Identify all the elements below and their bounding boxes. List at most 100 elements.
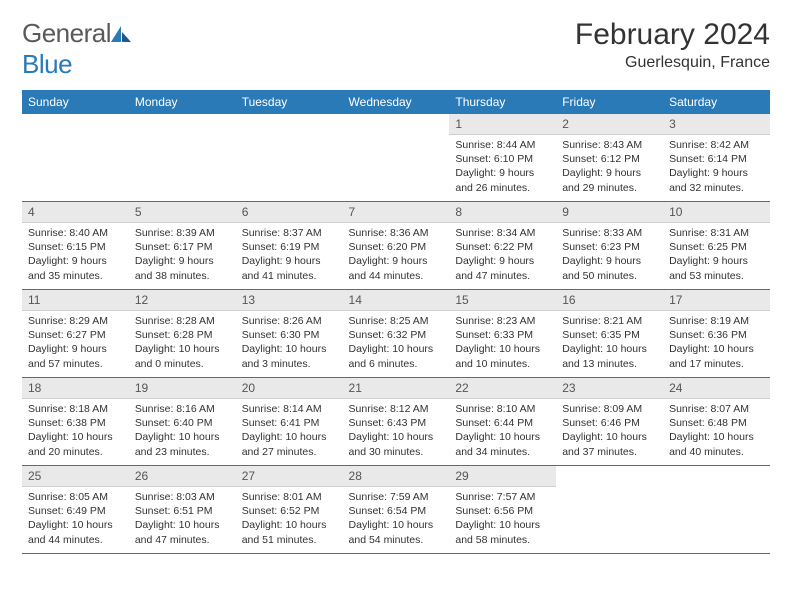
- header: General Blue February 2024 Guerlesquin, …: [22, 18, 770, 80]
- day-body: Sunrise: 8:09 AMSunset: 6:46 PMDaylight:…: [556, 399, 663, 462]
- day-body: Sunrise: 8:01 AMSunset: 6:52 PMDaylight:…: [236, 487, 343, 550]
- day-number: 23: [556, 378, 663, 399]
- day-number: 25: [22, 466, 129, 487]
- day-cell: 4Sunrise: 8:40 AMSunset: 6:15 PMDaylight…: [22, 202, 129, 290]
- calendar-body: 1Sunrise: 8:44 AMSunset: 6:10 PMDaylight…: [22, 114, 770, 554]
- weekday-header: Sunday: [22, 91, 129, 114]
- logo: General Blue: [22, 18, 131, 80]
- weekday-header: Tuesday: [236, 91, 343, 114]
- day-body: Sunrise: 8:26 AMSunset: 6:30 PMDaylight:…: [236, 311, 343, 374]
- day-cell: 10Sunrise: 8:31 AMSunset: 6:25 PMDayligh…: [663, 202, 770, 290]
- day-body: Sunrise: 8:21 AMSunset: 6:35 PMDaylight:…: [556, 311, 663, 374]
- day-body: Sunrise: 7:59 AMSunset: 6:54 PMDaylight:…: [343, 487, 450, 550]
- calendar-row: 25Sunrise: 8:05 AMSunset: 6:49 PMDayligh…: [22, 466, 770, 554]
- day-number: 24: [663, 378, 770, 399]
- day-body: Sunrise: 8:39 AMSunset: 6:17 PMDaylight:…: [129, 223, 236, 286]
- day-body: Sunrise: 8:37 AMSunset: 6:19 PMDaylight:…: [236, 223, 343, 286]
- weekday-header: Wednesday: [343, 91, 450, 114]
- day-cell: 7Sunrise: 8:36 AMSunset: 6:20 PMDaylight…: [343, 202, 450, 290]
- empty-cell: [22, 114, 129, 202]
- day-body: Sunrise: 8:25 AMSunset: 6:32 PMDaylight:…: [343, 311, 450, 374]
- day-number: 26: [129, 466, 236, 487]
- logo-word1: General: [22, 18, 111, 48]
- day-body: Sunrise: 7:57 AMSunset: 6:56 PMDaylight:…: [449, 487, 556, 550]
- day-number: 8: [449, 202, 556, 223]
- day-cell: 11Sunrise: 8:29 AMSunset: 6:27 PMDayligh…: [22, 290, 129, 378]
- day-body: Sunrise: 8:03 AMSunset: 6:51 PMDaylight:…: [129, 487, 236, 550]
- calendar-table: SundayMondayTuesdayWednesdayThursdayFrid…: [22, 90, 770, 554]
- day-cell: 14Sunrise: 8:25 AMSunset: 6:32 PMDayligh…: [343, 290, 450, 378]
- empty-cell: [236, 114, 343, 202]
- day-number: 4: [22, 202, 129, 223]
- calendar-row: 18Sunrise: 8:18 AMSunset: 6:38 PMDayligh…: [22, 378, 770, 466]
- day-cell: 13Sunrise: 8:26 AMSunset: 6:30 PMDayligh…: [236, 290, 343, 378]
- day-body: Sunrise: 8:05 AMSunset: 6:49 PMDaylight:…: [22, 487, 129, 550]
- day-cell: 16Sunrise: 8:21 AMSunset: 6:35 PMDayligh…: [556, 290, 663, 378]
- day-body: Sunrise: 8:18 AMSunset: 6:38 PMDaylight:…: [22, 399, 129, 462]
- day-cell: 24Sunrise: 8:07 AMSunset: 6:48 PMDayligh…: [663, 378, 770, 466]
- day-number: 5: [129, 202, 236, 223]
- day-cell: 12Sunrise: 8:28 AMSunset: 6:28 PMDayligh…: [129, 290, 236, 378]
- day-body: Sunrise: 8:28 AMSunset: 6:28 PMDaylight:…: [129, 311, 236, 374]
- day-cell: 28Sunrise: 7:59 AMSunset: 6:54 PMDayligh…: [343, 466, 450, 554]
- day-body: Sunrise: 8:29 AMSunset: 6:27 PMDaylight:…: [22, 311, 129, 374]
- weekday-header: Thursday: [449, 91, 556, 114]
- empty-cell: [129, 114, 236, 202]
- day-number: 29: [449, 466, 556, 487]
- day-cell: 6Sunrise: 8:37 AMSunset: 6:19 PMDaylight…: [236, 202, 343, 290]
- day-cell: 5Sunrise: 8:39 AMSunset: 6:17 PMDaylight…: [129, 202, 236, 290]
- day-body: Sunrise: 8:40 AMSunset: 6:15 PMDaylight:…: [22, 223, 129, 286]
- day-body: Sunrise: 8:07 AMSunset: 6:48 PMDaylight:…: [663, 399, 770, 462]
- day-body: Sunrise: 8:10 AMSunset: 6:44 PMDaylight:…: [449, 399, 556, 462]
- day-number: 18: [22, 378, 129, 399]
- day-number: 3: [663, 114, 770, 135]
- day-cell: 3Sunrise: 8:42 AMSunset: 6:14 PMDaylight…: [663, 114, 770, 202]
- day-body: Sunrise: 8:16 AMSunset: 6:40 PMDaylight:…: [129, 399, 236, 462]
- day-cell: 26Sunrise: 8:03 AMSunset: 6:51 PMDayligh…: [129, 466, 236, 554]
- day-body: Sunrise: 8:31 AMSunset: 6:25 PMDaylight:…: [663, 223, 770, 286]
- calendar-row: 4Sunrise: 8:40 AMSunset: 6:15 PMDaylight…: [22, 202, 770, 290]
- day-number: 16: [556, 290, 663, 311]
- day-number: 13: [236, 290, 343, 311]
- day-cell: 18Sunrise: 8:18 AMSunset: 6:38 PMDayligh…: [22, 378, 129, 466]
- day-cell: 23Sunrise: 8:09 AMSunset: 6:46 PMDayligh…: [556, 378, 663, 466]
- empty-cell: [663, 466, 770, 554]
- day-number: 2: [556, 114, 663, 135]
- day-body: Sunrise: 8:14 AMSunset: 6:41 PMDaylight:…: [236, 399, 343, 462]
- sail-icon: [111, 26, 131, 42]
- day-number: 10: [663, 202, 770, 223]
- weekday-header: Saturday: [663, 91, 770, 114]
- day-body: Sunrise: 8:23 AMSunset: 6:33 PMDaylight:…: [449, 311, 556, 374]
- day-cell: 15Sunrise: 8:23 AMSunset: 6:33 PMDayligh…: [449, 290, 556, 378]
- location: Guerlesquin, France: [575, 54, 770, 72]
- empty-cell: [343, 114, 450, 202]
- day-body: Sunrise: 8:36 AMSunset: 6:20 PMDaylight:…: [343, 223, 450, 286]
- day-cell: 25Sunrise: 8:05 AMSunset: 6:49 PMDayligh…: [22, 466, 129, 554]
- day-number: 7: [343, 202, 450, 223]
- day-body: Sunrise: 8:19 AMSunset: 6:36 PMDaylight:…: [663, 311, 770, 374]
- calendar-head: SundayMondayTuesdayWednesdayThursdayFrid…: [22, 91, 770, 114]
- day-number: 6: [236, 202, 343, 223]
- month-title: February 2024: [575, 18, 770, 52]
- day-cell: 9Sunrise: 8:33 AMSunset: 6:23 PMDaylight…: [556, 202, 663, 290]
- day-number: 1: [449, 114, 556, 135]
- calendar-row: 11Sunrise: 8:29 AMSunset: 6:27 PMDayligh…: [22, 290, 770, 378]
- day-number: 22: [449, 378, 556, 399]
- weekday-header: Monday: [129, 91, 236, 114]
- day-cell: 8Sunrise: 8:34 AMSunset: 6:22 PMDaylight…: [449, 202, 556, 290]
- day-body: Sunrise: 8:12 AMSunset: 6:43 PMDaylight:…: [343, 399, 450, 462]
- day-body: Sunrise: 8:43 AMSunset: 6:12 PMDaylight:…: [556, 135, 663, 198]
- day-number: 14: [343, 290, 450, 311]
- day-number: 9: [556, 202, 663, 223]
- day-cell: 29Sunrise: 7:57 AMSunset: 6:56 PMDayligh…: [449, 466, 556, 554]
- day-body: Sunrise: 8:34 AMSunset: 6:22 PMDaylight:…: [449, 223, 556, 286]
- day-number: 21: [343, 378, 450, 399]
- day-cell: 27Sunrise: 8:01 AMSunset: 6:52 PMDayligh…: [236, 466, 343, 554]
- empty-cell: [556, 466, 663, 554]
- logo-text: General Blue: [22, 18, 131, 80]
- day-body: Sunrise: 8:44 AMSunset: 6:10 PMDaylight:…: [449, 135, 556, 198]
- day-number: 27: [236, 466, 343, 487]
- day-number: 15: [449, 290, 556, 311]
- calendar-row: 1Sunrise: 8:44 AMSunset: 6:10 PMDaylight…: [22, 114, 770, 202]
- day-cell: 19Sunrise: 8:16 AMSunset: 6:40 PMDayligh…: [129, 378, 236, 466]
